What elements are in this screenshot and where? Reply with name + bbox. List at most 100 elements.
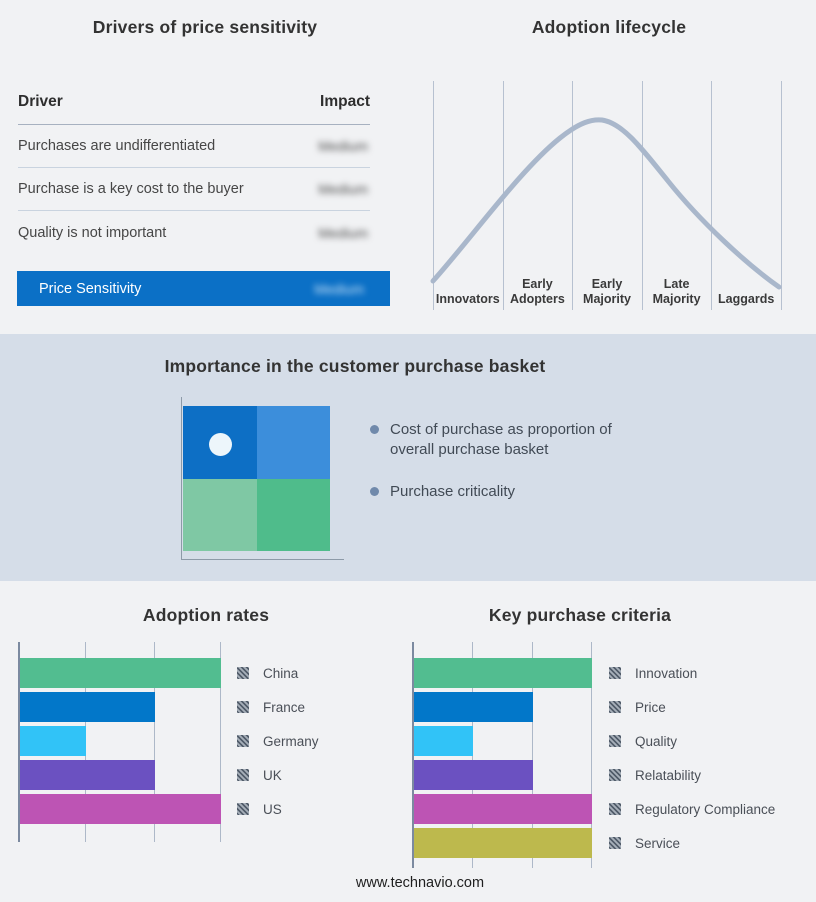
bar-france (20, 692, 155, 722)
quadrant-bottom-left (183, 478, 257, 551)
price-sensitivity-row: Price Sensitivity Medium (17, 271, 390, 306)
legend-label: US (263, 801, 282, 817)
legend-item: Regulatory Compliance (609, 794, 775, 824)
impact-value: Medium (318, 181, 368, 197)
adoption-rates-legend: China France Germany UK US (237, 642, 397, 842)
bar-germany (20, 726, 87, 756)
legend-item: US (237, 794, 282, 824)
hatched-swatch-icon (609, 701, 621, 713)
hatched-swatch-icon (609, 803, 621, 815)
stage-label: Innovators (435, 292, 500, 306)
bar-innovation (414, 658, 592, 688)
legend-item: Innovation (609, 658, 697, 688)
driver-row: Quality is not important Medium (18, 211, 370, 254)
hatched-swatch-icon (237, 735, 249, 747)
stage-gridline (433, 81, 434, 310)
adoption-rates-plot (18, 642, 221, 842)
legend-label: Quality (635, 733, 678, 749)
drivers-panel-title: Drivers of price sensitivity (92, 17, 318, 37)
key-purchase-criteria-title: Key purchase criteria (488, 605, 672, 625)
key-purchase-criteria-legend: Innovation Price Quality Relatability Regula… (609, 642, 809, 868)
stage-label: Laggards (718, 292, 775, 306)
quadrant-y-axis (181, 397, 182, 559)
legend-label: China (263, 665, 299, 681)
driver-name: Purchase is a key cost to the buyer (18, 181, 244, 197)
bar-us (20, 794, 221, 824)
position-marker-dot (209, 433, 232, 456)
driver-name: Purchases are undifferentiated (18, 138, 216, 154)
drivers-table: Driver Impact Purchases are undifferenti… (18, 93, 370, 254)
website-url: www.technavio.com (355, 875, 485, 891)
bar-regulatory-compliance (414, 794, 592, 824)
bell-curve (430, 117, 782, 290)
stage-gridline (711, 81, 713, 310)
hatched-swatch-icon (609, 769, 621, 781)
x-gridline (532, 642, 534, 868)
lifecycle-panel-title: Adoption lifecycle (531, 17, 687, 37)
legend-label: Price (635, 699, 666, 715)
hatched-swatch-icon (609, 667, 621, 679)
key-purchase-criteria-plot (412, 642, 593, 868)
stage-label: Late Majority (652, 277, 701, 306)
basket-bullet-item: Cost of purchase as proportion of overal… (370, 420, 640, 459)
legend-label: Service (635, 835, 681, 851)
quadrant-top-left (183, 406, 257, 479)
price-sensitivity-impact-value: Medium (314, 280, 364, 297)
legend-item: UK (237, 760, 282, 790)
hatched-swatch-icon (237, 803, 249, 815)
legend-label: Innovation (635, 665, 698, 681)
y-axis-line (18, 642, 20, 842)
legend-item: China (237, 658, 298, 688)
y-axis-line (412, 642, 414, 868)
stage-gridline (572, 81, 574, 310)
legend-item: France (237, 692, 305, 722)
price-sensitivity-label: Price Sensitivity (39, 280, 142, 297)
impact-value: Medium (318, 138, 368, 154)
hatched-swatch-icon (609, 735, 621, 747)
basket-bullet-item: Purchase criticality (370, 482, 640, 502)
drivers-table-body: Purchases are undifferentiated Medium Purc… (18, 125, 370, 254)
hatched-swatch-icon (237, 667, 249, 679)
legend-label: Regulatory Compliance (635, 801, 776, 817)
quadrant-top-right (256, 406, 330, 479)
quadrant-bottom-right (256, 478, 330, 551)
adoption-rates-title: Adoption rates (142, 605, 270, 625)
purchase-basket-quadrant (183, 406, 330, 551)
x-gridline (153, 642, 155, 842)
stage-label: Early Adopters (509, 277, 565, 306)
x-gridline (220, 642, 221, 842)
hatched-swatch-icon (237, 769, 249, 781)
legend-item: Quality (609, 726, 677, 756)
hatched-swatch-icon (609, 837, 621, 849)
x-gridline (591, 642, 592, 868)
legend-label: Germany (263, 733, 319, 749)
legend-item: Relatability (609, 760, 701, 790)
stage-label: Early Majority (583, 277, 631, 306)
adoption-lifecycle-chart: Innovators Early Adopters Early Majority Late… (408, 81, 816, 310)
stage-gridline (641, 81, 643, 310)
driver-row: Purchases are undifferentiated Medium (18, 125, 370, 168)
legend-item: Germany (237, 726, 319, 756)
impact-column-header: Impact (320, 93, 370, 110)
driver-row: Purchase is a key cost to the buyer Mediu… (18, 168, 370, 211)
bar-china (20, 658, 221, 688)
bar-price (414, 692, 534, 722)
bar-service (414, 828, 592, 858)
basket-bullet-list: Cost of purchase as proportion of overal… (370, 420, 640, 525)
legend-item: Service (609, 828, 680, 858)
legend-label: UK (263, 767, 282, 783)
bar-relatability (414, 760, 534, 790)
drivers-table-header: Driver Impact (18, 93, 370, 125)
legend-item: Price (609, 692, 666, 722)
hatched-swatch-icon (237, 701, 249, 713)
driver-name: Quality is not important (18, 224, 167, 241)
driver-column-header: Driver (18, 93, 63, 110)
purchase-basket-band: Importance in the customer purchase bask… (0, 334, 816, 581)
impact-value: Medium (318, 224, 368, 241)
legend-label: France (263, 699, 306, 715)
bar-quality (414, 726, 473, 756)
bar-uk (20, 760, 155, 790)
basket-panel-title: Importance in the customer purchase bask… (164, 356, 546, 376)
legend-label: Relatability (635, 767, 702, 783)
